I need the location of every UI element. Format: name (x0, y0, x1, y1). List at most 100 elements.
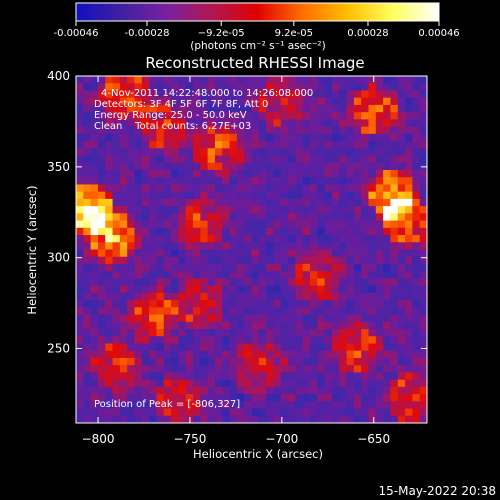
heatmap-cell (76, 386, 84, 395)
heatmap-cell (295, 285, 304, 294)
heatmap-cell (244, 177, 253, 186)
heatmap-cell (185, 292, 194, 301)
heatmap-cell (324, 112, 333, 120)
heatmap-cell (288, 401, 296, 410)
heatmap-cell (229, 206, 238, 214)
x-axis-tick-label: −650 (357, 432, 390, 446)
heatmap-cell (229, 242, 238, 251)
heatmap-cell (258, 177, 267, 186)
heatmap-cell (295, 155, 304, 164)
heatmap-cell (134, 83, 143, 92)
heatmap-cell (310, 307, 318, 316)
heatmap-cell (119, 285, 128, 294)
heatmap-cell (302, 271, 311, 280)
heatmap-cell (200, 336, 209, 345)
heatmap-cell (112, 227, 121, 236)
heatmap-cell (288, 213, 296, 222)
heatmap-cell (207, 307, 216, 316)
annotation-peak-position: Position of Peak = [-806,327] (94, 399, 240, 410)
heatmap-cell (368, 227, 377, 236)
heatmap-cell (127, 191, 136, 200)
heatmap-cell (244, 76, 253, 84)
heatmap-cell (171, 386, 179, 395)
heatmap-cell (346, 148, 355, 157)
heatmap-cell (258, 104, 267, 113)
heatmap-cell (251, 285, 260, 294)
heatmap-cell (266, 256, 275, 265)
heatmap-cell (412, 386, 421, 395)
heatmap-cell (76, 365, 84, 373)
heatmap-cell (302, 119, 311, 128)
heatmap-cell (214, 90, 223, 99)
heatmap-cell (214, 292, 223, 301)
heatmap-cell (310, 213, 318, 222)
heatmap-cell (127, 227, 136, 236)
heatmap-cell (105, 126, 114, 135)
heatmap-cell (258, 256, 267, 265)
heatmap-cell (280, 372, 289, 381)
heatmap-cell (302, 350, 311, 359)
heatmap-cell (244, 300, 253, 308)
heatmap-cell (222, 350, 231, 359)
heatmap-cell (273, 292, 282, 301)
heatmap-cell (295, 408, 304, 417)
heatmap-cell (397, 104, 406, 113)
heatmap-cell (76, 292, 84, 301)
heatmap-cell (222, 365, 231, 373)
heatmap-cell (193, 133, 201, 142)
heatmap-cell (90, 184, 99, 193)
heatmap-cell (266, 300, 275, 308)
heatmap-cell (222, 104, 231, 113)
heatmap-cell (295, 271, 304, 280)
heatmap-cell (266, 292, 275, 301)
heatmap-cell (405, 343, 413, 352)
heatmap-cell (163, 285, 172, 294)
heatmap-cell (405, 148, 413, 157)
heatmap-cell (229, 263, 238, 272)
heatmap-cell (390, 278, 399, 287)
heatmap-cell (141, 401, 150, 410)
heatmap-cell (310, 112, 318, 120)
heatmap-cell (295, 177, 304, 186)
heatmap-cell (251, 408, 260, 417)
heatmap-cell (214, 162, 223, 171)
heatmap-cell (346, 242, 355, 251)
heatmap-cell (390, 119, 399, 128)
heatmap-cell (288, 336, 296, 345)
heatmap-cell (244, 90, 253, 99)
heatmap-cell (331, 191, 340, 200)
heatmap-cell (171, 162, 179, 171)
heatmap-cell (280, 191, 289, 200)
heatmap-cell (368, 386, 377, 395)
heatmap-cell (280, 227, 289, 236)
heatmap-cell (317, 263, 326, 272)
heatmap-cell (83, 386, 92, 395)
heatmap-cell (207, 213, 216, 222)
heatmap-cell (258, 141, 267, 149)
heatmap-cell (178, 119, 187, 128)
heatmap-cell (280, 198, 289, 207)
heatmap-cell (193, 227, 201, 236)
heatmap-cell (324, 415, 333, 423)
heatmap-cell (193, 90, 201, 99)
heatmap-cell (310, 415, 318, 423)
heatmap-cell (105, 336, 114, 345)
heatmap-cell (112, 177, 121, 186)
heatmap-cell (361, 213, 370, 222)
heatmap-cell (193, 307, 201, 316)
heatmap-cell (171, 307, 179, 316)
heatmap-cell (390, 401, 399, 410)
heatmap-cell (324, 408, 333, 417)
heatmap-cell (229, 307, 238, 316)
heatmap-cell (295, 256, 304, 265)
heatmap-cell (207, 372, 216, 381)
heatmap-cell (171, 321, 179, 330)
heatmap-cell (178, 90, 187, 99)
heatmap-cell (331, 307, 340, 316)
heatmap-cell (171, 372, 179, 381)
heatmap-cell (324, 321, 333, 330)
heatmap-cell (119, 336, 128, 345)
heatmap-cell (185, 97, 194, 106)
heatmap-cell (185, 155, 194, 164)
